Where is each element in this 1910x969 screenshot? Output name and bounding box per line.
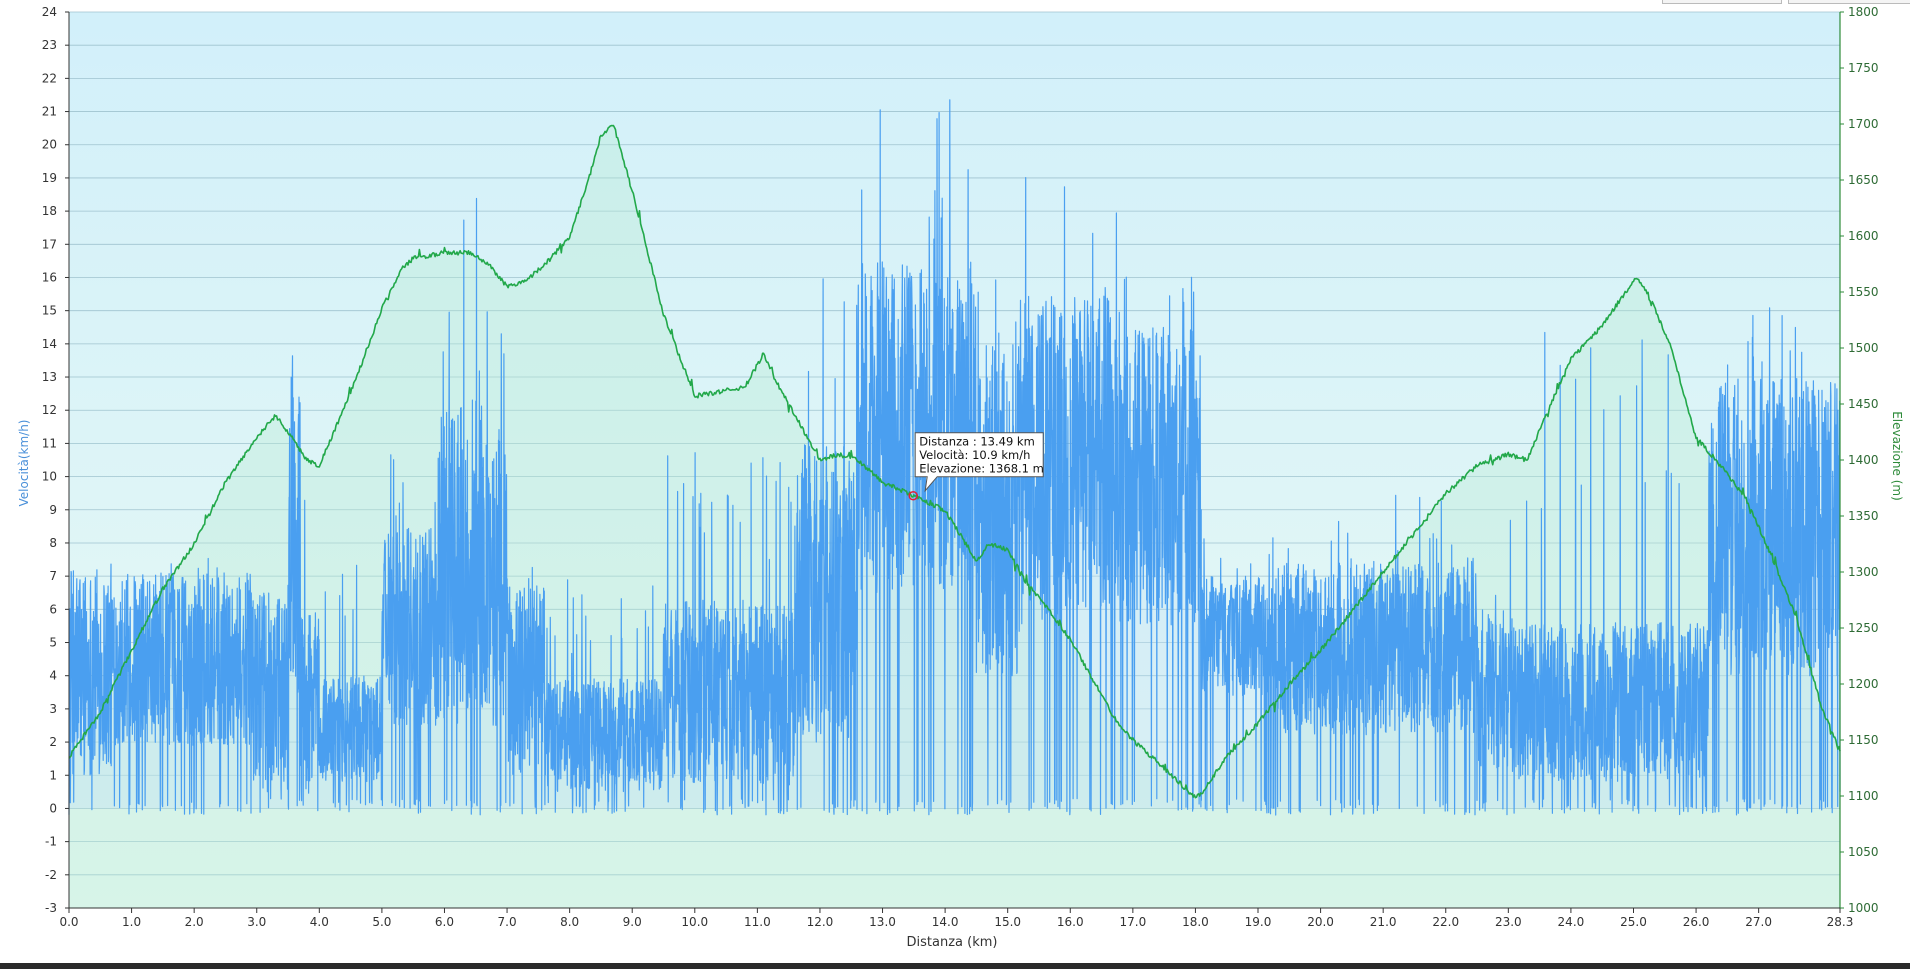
x-tick-label: 14.0 bbox=[932, 915, 959, 929]
y-left-tick-label: 17 bbox=[42, 237, 57, 251]
y-right-tick-label: 1600 bbox=[1848, 229, 1879, 243]
y-left-tick-label: 23 bbox=[42, 38, 57, 52]
y-left-tick-label: 11 bbox=[42, 436, 57, 450]
y-right-tick-label: 1000 bbox=[1848, 901, 1879, 915]
y-left-tick-label: -3 bbox=[45, 901, 57, 915]
x-tick-label: 7.0 bbox=[498, 915, 517, 929]
y-left-tick-label: 3 bbox=[49, 702, 57, 716]
x-tick-label: 6.0 bbox=[435, 915, 454, 929]
y-right-tick-label: 1150 bbox=[1848, 733, 1879, 747]
y-left-tick-label: -1 bbox=[45, 835, 57, 849]
y-left-tick-label: 5 bbox=[49, 636, 57, 650]
hover-marker[interactable] bbox=[908, 490, 918, 501]
x-tick-label: 26.0 bbox=[1683, 915, 1710, 929]
x-tick-label: 24.0 bbox=[1558, 915, 1585, 929]
y-right-tick-label: 1700 bbox=[1848, 117, 1879, 131]
tooltip-elevation: Elevazione: 1368.1 m bbox=[919, 462, 1044, 476]
y-left-tick-label: 2 bbox=[49, 735, 57, 749]
y-right-tick-label: 1800 bbox=[1848, 5, 1879, 19]
y-left-tick-label: 18 bbox=[42, 204, 57, 218]
x-tick-label: 25.0 bbox=[1620, 915, 1647, 929]
y-right-tick-label: 1500 bbox=[1848, 341, 1879, 355]
x-tick-label: 4.0 bbox=[310, 915, 329, 929]
y-left-tick-label: 7 bbox=[49, 569, 57, 583]
y-left-tick-label: 13 bbox=[42, 370, 57, 384]
tooltip-distance: Distanza : 13.49 km bbox=[919, 435, 1035, 449]
y-left-tick-label: 19 bbox=[42, 171, 57, 185]
x-tick-label: 13.0 bbox=[869, 915, 896, 929]
y-left-tick-label: 12 bbox=[42, 403, 57, 417]
y-left-tick-label: 8 bbox=[49, 536, 57, 550]
x-tick-label: 21.0 bbox=[1370, 915, 1397, 929]
y-left-tick-label: 0 bbox=[49, 801, 57, 815]
y-right-tick-label: 1650 bbox=[1848, 173, 1879, 187]
y-right-tick-label: 1450 bbox=[1848, 397, 1879, 411]
x-tick-label: 11.0 bbox=[744, 915, 771, 929]
tick-labels-group: -3-2-10123456789101112131415161718192021… bbox=[42, 5, 1879, 929]
tooltip-box bbox=[914, 432, 1044, 493]
y-left-tick-label: 20 bbox=[42, 138, 57, 152]
y-right-tick-label: 1200 bbox=[1848, 677, 1879, 691]
x-tick-label: 22.0 bbox=[1432, 915, 1459, 929]
x-tick-label: 19.0 bbox=[1245, 915, 1272, 929]
y-right-tick-label: 1250 bbox=[1848, 621, 1879, 635]
x-tick-label: 28.3 bbox=[1827, 915, 1854, 929]
y-left-tick-label: 16 bbox=[42, 270, 57, 284]
y-left-tick-label: 9 bbox=[49, 503, 57, 517]
x-tick-label: 3.0 bbox=[247, 915, 266, 929]
y-left-tick-label: 6 bbox=[49, 602, 57, 616]
y-left-tick-label: 22 bbox=[42, 71, 57, 85]
tooltip-speed: Velocità: 10.9 km/h bbox=[919, 448, 1030, 462]
x-tick-label: 12.0 bbox=[807, 915, 834, 929]
x-tick-label: 1.0 bbox=[122, 915, 141, 929]
y-left-tick-label: 21 bbox=[42, 105, 57, 119]
x-axis-title: Distanza (km) bbox=[907, 935, 998, 950]
y-right-tick-label: 1750 bbox=[1848, 61, 1879, 75]
axes-group bbox=[65, 11, 1844, 913]
x-tick-label: 16.0 bbox=[1057, 915, 1084, 929]
y-right-tick-label: 1100 bbox=[1848, 789, 1879, 803]
right-axis-title: Elevazione (m) bbox=[1890, 411, 1904, 501]
y-left-tick-label: 4 bbox=[49, 669, 57, 683]
x-tick-label: 20.0 bbox=[1307, 915, 1334, 929]
x-tick-label: 15.0 bbox=[994, 915, 1021, 929]
elevation-series-group bbox=[68, 124, 1841, 799]
x-tick-label: 23.0 bbox=[1495, 915, 1522, 929]
y-right-tick-label: 1400 bbox=[1848, 453, 1879, 467]
toolbar-button-left[interactable] bbox=[1662, 0, 1782, 4]
x-tick-label: 18.0 bbox=[1182, 915, 1209, 929]
x-tick-label: 27.0 bbox=[1745, 915, 1772, 929]
y-left-tick-label: 15 bbox=[42, 304, 57, 318]
y-right-tick-label: 1300 bbox=[1848, 565, 1879, 579]
x-tick-label: 17.0 bbox=[1119, 915, 1146, 929]
x-tick-label: 10.0 bbox=[681, 915, 708, 929]
y-right-tick-label: 1550 bbox=[1848, 285, 1879, 299]
x-tick-label: 2.0 bbox=[185, 915, 204, 929]
y-left-tick-label: 10 bbox=[42, 470, 57, 484]
toolbar-button-right[interactable] bbox=[1788, 0, 1910, 4]
left-axis-title: Velocità(km/h) bbox=[17, 420, 31, 507]
y-right-tick-label: 1350 bbox=[1848, 509, 1879, 523]
y-right-tick-label: 1050 bbox=[1848, 845, 1879, 859]
y-left-tick-label: 24 bbox=[42, 5, 57, 19]
elevation-line bbox=[68, 124, 1841, 799]
tooltip: Distanza : 13.49 km Velocità: 10.9 km/h … bbox=[908, 432, 1044, 501]
bottom-bar bbox=[0, 963, 1910, 969]
x-tick-label: 0.0 bbox=[59, 915, 78, 929]
speed-line bbox=[68, 99, 1841, 816]
y-left-tick-label: -2 bbox=[45, 868, 57, 882]
x-tick-label: 9.0 bbox=[623, 915, 642, 929]
x-tick-label: 5.0 bbox=[372, 915, 391, 929]
x-tick-label: 8.0 bbox=[560, 915, 579, 929]
y-left-tick-label: 1 bbox=[49, 768, 57, 782]
y-left-tick-label: 14 bbox=[42, 337, 57, 351]
